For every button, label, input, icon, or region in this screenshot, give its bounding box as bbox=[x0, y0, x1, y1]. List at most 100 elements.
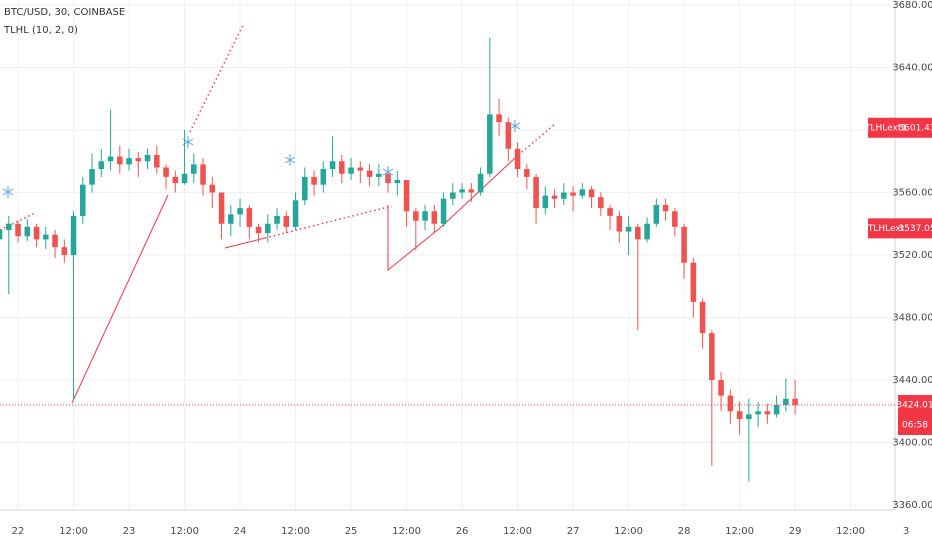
candle-body bbox=[302, 176, 308, 201]
candle-body bbox=[144, 155, 151, 162]
x-tick-label: 12:00 bbox=[503, 526, 532, 537]
signals bbox=[2, 120, 521, 198]
candle-body bbox=[228, 214, 234, 224]
candle-body bbox=[496, 114, 502, 123]
candle-body bbox=[792, 398, 798, 405]
candle-body bbox=[403, 180, 410, 212]
x-tick-label: 12:00 bbox=[170, 526, 199, 537]
candle-body bbox=[283, 215, 290, 227]
candle-body bbox=[0, 230, 3, 240]
trend-line bbox=[264, 205, 393, 239]
candle-body bbox=[209, 184, 216, 193]
candle-body bbox=[6, 223, 12, 230]
chart-title: BTC/USD, 30, COINBASE bbox=[4, 7, 125, 18]
signal-icon bbox=[509, 120, 521, 132]
candle-body bbox=[616, 215, 623, 232]
candle-body bbox=[783, 398, 789, 405]
candle-body bbox=[588, 189, 595, 198]
x-tick-label: 12:00 bbox=[836, 526, 865, 537]
y-tick-label: 3480.00 bbox=[892, 313, 932, 324]
trend-line bbox=[0, 212, 36, 231]
candle-body bbox=[163, 167, 169, 177]
candle-body bbox=[320, 169, 327, 185]
candle-body bbox=[348, 167, 354, 174]
candle-body bbox=[15, 223, 21, 237]
price-tag-bg bbox=[868, 117, 932, 138]
candle-body bbox=[154, 155, 160, 168]
candle-body bbox=[635, 226, 641, 240]
candle-body bbox=[255, 226, 262, 234]
x-tick-label: 12:00 bbox=[281, 526, 310, 537]
candle-body bbox=[274, 215, 280, 224]
candle-body bbox=[43, 234, 49, 240]
candle-body bbox=[662, 205, 669, 212]
x-tick-label: 12:00 bbox=[725, 526, 754, 537]
candle-body bbox=[292, 200, 299, 227]
candle-body bbox=[607, 208, 613, 216]
candle-body bbox=[699, 301, 706, 334]
candle-body bbox=[70, 215, 77, 255]
candle-body bbox=[505, 122, 512, 149]
candle-body bbox=[653, 205, 660, 224]
signal-icon bbox=[182, 136, 194, 148]
candle-body bbox=[431, 211, 438, 224]
x-tick-label: 25 bbox=[345, 526, 358, 537]
candle-body bbox=[135, 158, 142, 162]
candle-body bbox=[107, 156, 114, 162]
candle-body bbox=[117, 156, 123, 165]
candle-body bbox=[89, 169, 95, 185]
candle-body bbox=[218, 192, 225, 224]
y-tick-label: 3680.00 bbox=[892, 0, 932, 11]
candle-body bbox=[764, 411, 771, 415]
candle-body bbox=[413, 211, 419, 221]
candle-body bbox=[477, 173, 484, 193]
candle-body bbox=[625, 226, 632, 232]
x-tick-label: 12:00 bbox=[392, 526, 421, 537]
candle-body bbox=[33, 226, 40, 240]
candle-body bbox=[690, 262, 697, 302]
candle-body bbox=[200, 164, 206, 185]
candle-body bbox=[542, 195, 549, 209]
y-tick-label: 3560.00 bbox=[892, 188, 932, 199]
candle-body bbox=[459, 189, 465, 193]
candle-body bbox=[755, 411, 761, 415]
signal-icon bbox=[284, 154, 296, 166]
candle-body bbox=[487, 114, 493, 174]
price-tag-name: TLHLext1 bbox=[864, 123, 907, 133]
y-tick-label: 3520.00 bbox=[892, 250, 932, 261]
candle-body bbox=[551, 195, 558, 199]
candle-body bbox=[265, 223, 271, 234]
signal-icon bbox=[382, 166, 394, 178]
candle-body bbox=[561, 192, 567, 199]
candle-body bbox=[237, 208, 243, 215]
y-tick-label: 3440.00 bbox=[892, 375, 932, 386]
x-tick-label: 3 bbox=[903, 526, 909, 537]
candle-body bbox=[514, 148, 521, 170]
candle-body bbox=[61, 247, 68, 255]
trend-lines bbox=[0, 24, 556, 404]
x-tick-label: 12:00 bbox=[59, 526, 88, 537]
candle-body bbox=[394, 180, 401, 184]
candle-body bbox=[126, 158, 132, 165]
price-tag-bg bbox=[868, 218, 932, 239]
candle-body bbox=[366, 170, 373, 177]
candle-body bbox=[727, 395, 734, 412]
candle-body bbox=[376, 173, 382, 177]
indicator-label: TLHL (10, 2, 0) bbox=[3, 25, 78, 36]
candle-body bbox=[311, 176, 317, 185]
candle-body bbox=[329, 161, 336, 170]
candle-body bbox=[524, 169, 530, 177]
candle-body bbox=[598, 197, 604, 209]
candle-body bbox=[468, 189, 475, 193]
x-tick-label: 12:00 bbox=[614, 526, 643, 537]
candle-body bbox=[24, 226, 31, 237]
x-tick-label: 22 bbox=[12, 526, 25, 537]
trend-line bbox=[189, 24, 244, 133]
candle-body bbox=[246, 208, 253, 227]
candle-body bbox=[385, 173, 391, 184]
candle-body bbox=[681, 226, 687, 263]
candle-body bbox=[52, 234, 58, 248]
